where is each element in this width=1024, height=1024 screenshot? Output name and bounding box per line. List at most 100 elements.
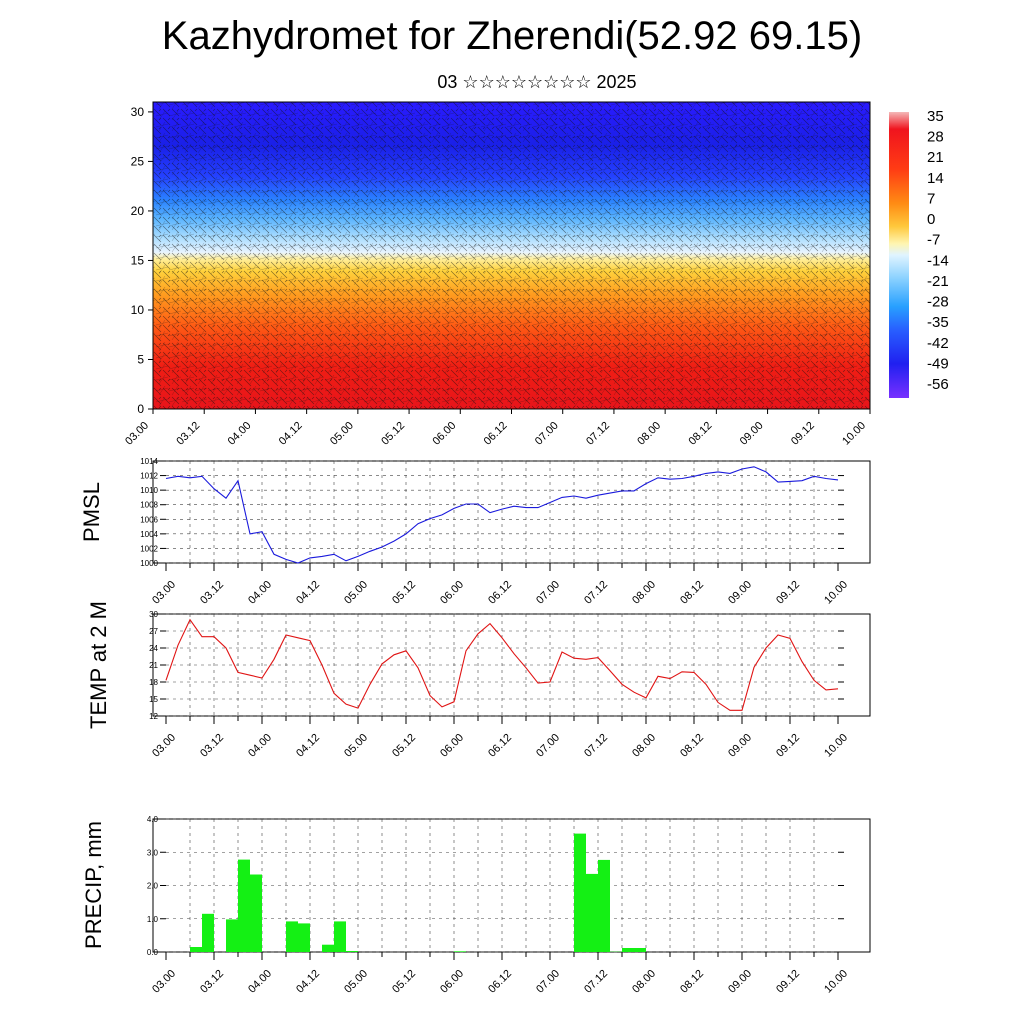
pmsl-x-tick-label: 06.12: [486, 579, 514, 607]
precip-x-tick-label: 09.12: [774, 968, 802, 996]
cross-section-y-axis: 0 5 10 15 20 25 30: [131, 105, 153, 416]
temp-x-tick-label: 04.00: [246, 732, 274, 760]
precip-x-tick-label: 10.00: [822, 968, 850, 996]
temp-x-tick-label: 05.12: [390, 732, 418, 760]
temp-panel: 12 15 18 21 24 27 30 03.00 03.12 04.00 04.12 05.00 0…: [86, 601, 871, 760]
pmsl-x-tick-label: 10.00: [822, 579, 850, 607]
colorbar-scale: [889, 112, 909, 398]
precip-bar: [226, 919, 238, 952]
precip-y-tick-label: 2.0: [147, 882, 159, 891]
precip-bar: [334, 921, 346, 952]
cross-section-y-tick-label: 5: [137, 352, 144, 366]
pmsl-x-tick-label: 07.12: [582, 579, 610, 607]
pmsl-x-tick-label: 09.00: [726, 579, 754, 607]
temp-y-label: TEMP at 2 M: [86, 601, 111, 729]
precip-bar: [586, 873, 598, 952]
temp-x-tick-label: 10.00: [822, 732, 850, 760]
colorbar-label: -21: [927, 273, 949, 290]
precip-y-tick-label: 1.0: [147, 915, 159, 924]
cross-section-y-tick-label: 0: [137, 402, 144, 416]
pmsl-series-line: [165, 466, 839, 564]
temp-x-tick-label: 06.12: [486, 732, 514, 760]
colorbar-label: -49: [927, 355, 949, 372]
temp-x-tick-label: 08.12: [678, 732, 706, 760]
colorbar-label: 0: [927, 211, 935, 228]
colorbar-label: 21: [927, 149, 944, 166]
cross-section-panel: 0 5 10 15 20 25 30 03.00 03.12 04.00 04.12 05.00 05…: [123, 101, 871, 448]
pmsl-x-tick-label: 06.00: [438, 579, 466, 607]
temp-x-tick-label: 04.12: [294, 732, 322, 760]
cross-section-x-tick-label: 03.00: [123, 420, 151, 448]
temp-x-tick-label: 08.00: [630, 732, 658, 760]
precip-x-tick-label: 06.00: [438, 968, 466, 996]
temp-y-tick-label: 24: [149, 644, 158, 653]
pmsl-grid: [166, 460, 838, 564]
temp-grid: [166, 613, 838, 717]
pmsl-panel: 1000 1002 1004 1006 1008 1010 1012 1014 03.00 03.…: [79, 457, 871, 607]
temp-x-tick-label: 07.00: [534, 732, 562, 760]
temp-y-tick-label: 18: [149, 678, 158, 687]
pmsl-axes: 1000 1002 1004 1006 1008 1010 1012 1014 03.00 03.…: [140, 457, 850, 607]
pmsl-x-tick-label: 05.12: [390, 579, 418, 607]
precip-panel: 0.0 1.0 2.0 3.0 4.0 03.00 03.12 04.00 04.12 05.00…: [81, 815, 871, 996]
pmsl-x-tick-label: 09.12: [774, 579, 802, 607]
pmsl-y-tick-label: 1012: [140, 472, 158, 481]
temp-y-tick-label: 21: [149, 661, 158, 670]
colorbar-label: -42: [927, 335, 949, 352]
temp-x-tick-label: 03.12: [198, 732, 226, 760]
cross-section-x-tick-label: 05.12: [379, 420, 407, 448]
pmsl-y-tick-label: 1008: [140, 501, 158, 510]
colorbar-label: -35: [927, 314, 949, 331]
pmsl-y-tick-label: 1014: [140, 457, 158, 466]
colorbar-label: 7: [927, 190, 935, 207]
precip-x-tick-label: 09.00: [726, 968, 754, 996]
colorbar-label: 35: [927, 108, 944, 125]
pmsl-x-tick-label: 04.12: [294, 579, 322, 607]
precip-bar: [598, 859, 610, 952]
precip-bar: [238, 859, 250, 952]
cross-section-x-tick-label: 09.00: [738, 420, 766, 448]
cross-section-y-tick-label: 20: [131, 204, 145, 218]
pmsl-frame: [152, 460, 871, 564]
precip-y-tick-label: 4.0: [147, 815, 159, 824]
cross-section-wind-layer-2: [153, 102, 870, 409]
precip-x-tick-label: 05.12: [390, 968, 418, 996]
cross-section-x-tick-label: 05.00: [328, 420, 356, 448]
pmsl-x-tick-label: 07.00: [534, 579, 562, 607]
pmsl-y-label: PMSL: [79, 482, 104, 542]
precip-x-tick-label: 06.12: [486, 968, 514, 996]
colorbar-label: -28: [927, 294, 949, 311]
colorbar-labels: 35 28 21 14 7 0 -7 -14 -21 -28 -35 -42 -49 -56: [927, 108, 949, 393]
precip-bar: [190, 947, 202, 952]
precip-bar: [346, 951, 358, 952]
precip-x-tick-label: 04.00: [246, 968, 274, 996]
precip-bar: [298, 923, 310, 952]
temp-series-line: [165, 618, 839, 711]
temp-x-tick-label: 05.00: [342, 732, 370, 760]
pmsl-x-tick-label: 05.00: [342, 579, 370, 607]
cross-section-x-axis: 03.00 03.12 04.00 04.12 05.00 05.12 06.00 06.12…: [123, 409, 871, 448]
pmsl-y-tick-label: 1000: [140, 559, 158, 568]
cross-section-y-tick-label: 30: [131, 105, 145, 119]
cross-section-y-tick-label: 25: [131, 154, 145, 168]
precip-x-tick-label: 03.12: [198, 968, 226, 996]
cross-section-x-tick-label: 07.12: [584, 420, 612, 448]
precip-bar: [454, 951, 466, 952]
pmsl-y-tick-label: 1010: [140, 486, 158, 495]
chart-subtitle: 03 ☆☆☆☆☆☆☆☆ 2025: [437, 72, 637, 92]
precip-x-tick-label: 07.00: [534, 968, 562, 996]
precip-bar: [286, 921, 298, 952]
pmsl-x-tick-label: 08.12: [678, 579, 706, 607]
precip-x-tick-label: 08.00: [630, 968, 658, 996]
precip-bar: [202, 913, 214, 952]
cross-section-x-tick-label: 10.00: [840, 420, 868, 448]
precip-x-tick-label: 05.00: [342, 968, 370, 996]
precip-bar: [634, 948, 646, 952]
pmsl-x-tick-label: 08.00: [630, 579, 658, 607]
temp-y-tick-label: 27: [149, 627, 158, 636]
colorbar: 35 28 21 14 7 0 -7 -14 -21 -28 -35 -42 -49 -56: [889, 108, 949, 398]
temp-x-tick-label: 09.00: [726, 732, 754, 760]
cross-section-y-tick-label: 15: [131, 253, 145, 267]
cross-section-x-tick-label: 06.00: [430, 420, 458, 448]
